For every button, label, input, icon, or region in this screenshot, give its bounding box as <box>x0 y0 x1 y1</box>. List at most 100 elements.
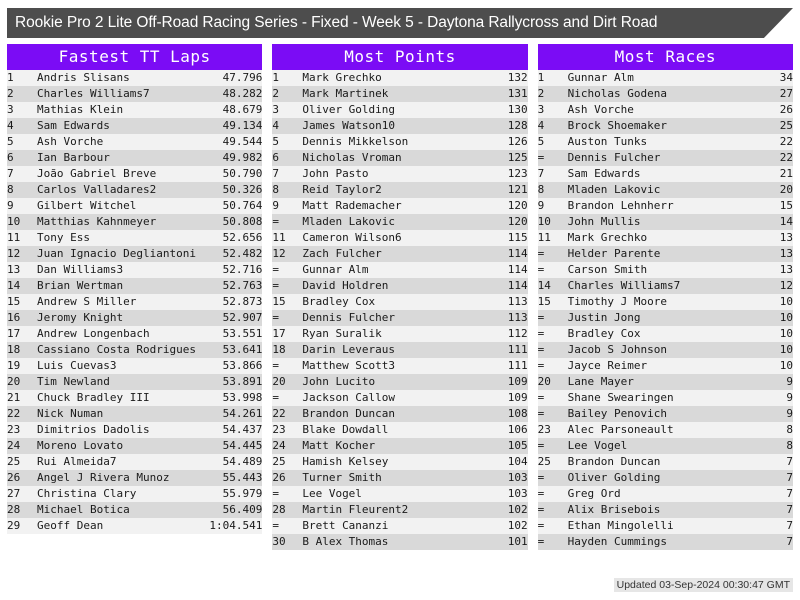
row-position: = <box>537 391 545 404</box>
row-position: 24 <box>272 439 286 452</box>
row-driver-name: Christina Clary <box>37 487 137 500</box>
row-value: 121 <box>507 183 528 196</box>
row-position: 25 <box>272 455 286 468</box>
row-value: 131 <box>507 87 528 100</box>
row-driver-name: Cameron Wilson6 <box>302 231 402 244</box>
row-position: 25 <box>7 455 21 468</box>
table-row: 22 Brandon Duncan 108 <box>272 406 528 422</box>
row-value: 106 <box>507 423 528 436</box>
table-row: 2 Charles Williams7 48.282 <box>7 86 263 102</box>
table-row: 27 Christina Clary 55.979 <box>7 486 263 502</box>
row-position: = <box>272 263 279 276</box>
row-value: 14 <box>779 215 793 228</box>
row-value: 126 <box>507 135 528 148</box>
row-position: 7 <box>537 167 545 180</box>
row-value: 10 <box>779 343 793 356</box>
row-driver-name: Ryan Suralik <box>302 327 382 340</box>
row-position: 2 <box>537 87 545 100</box>
table-row: = Bradley Cox 10 <box>537 326 793 342</box>
row-driver-name: Brandon Duncan <box>302 407 396 420</box>
row-position: 4 <box>7 119 14 132</box>
table-body: 1 Gunnar Alm 34 2 Nicholas Godena 27 3 Ash Vorc… <box>537 70 793 550</box>
row-position: 23 <box>272 423 286 436</box>
row-position: 28 <box>7 503 21 516</box>
table-row: 25 Brandon Duncan 7 <box>537 454 793 470</box>
row-value: 109 <box>507 375 528 388</box>
row-value: 50.790 <box>222 167 263 180</box>
table-row: = Jackson Callow 109 <box>272 390 528 406</box>
row-position: = <box>537 247 545 260</box>
table-row: = Dennis Fulcher 113 <box>272 310 528 326</box>
row-driver-name: Jackson Callow <box>302 391 396 404</box>
table-row: 3 Ash Vorche 26 <box>537 102 793 118</box>
row-driver-name: John Pasto <box>302 167 369 180</box>
row-value: 52.716 <box>222 263 263 276</box>
row-position: = <box>537 327 545 340</box>
row-driver-name: Matt Rademacher <box>302 199 402 212</box>
row-value: 12 <box>779 279 793 292</box>
row-driver-name: Brock Shoemaker <box>567 119 667 132</box>
table-row: 25 Rui Almeida7 54.489 <box>7 454 263 470</box>
row-driver-name: Bradley Cox <box>567 327 641 340</box>
row-position: = <box>537 343 545 356</box>
row-value: 105 <box>507 439 528 452</box>
table-row: 15 Andrew S Miller 52.873 <box>7 294 263 310</box>
table-row: 28 Martin Fleurent2 102 <box>272 502 528 518</box>
row-value: 115 <box>507 231 528 244</box>
row-driver-name: Mark Grechko <box>567 231 648 244</box>
row-driver-name: Tony Ess <box>37 231 90 244</box>
table-row: 4 James Watson10 128 <box>272 118 528 134</box>
row-position: 18 <box>272 343 286 356</box>
table-row: = Carson Smith 13 <box>537 262 793 278</box>
table-fastest-tt-laps: 1 Andris Slisans 47.796 2 Charles Williams7 4… <box>7 70 263 534</box>
row-value: 48.679 <box>222 103 263 116</box>
row-value: 9 <box>786 391 793 404</box>
row-driver-name: Michael Botica <box>37 503 130 516</box>
table-row: 28 Michael Botica 56.409 <box>7 502 263 518</box>
table-row: = Jacob S Johnson 10 <box>537 342 793 358</box>
row-value: 47.796 <box>222 71 263 84</box>
row-value: 7 <box>786 455 793 468</box>
row-driver-name: João Gabriel Breve <box>37 167 157 180</box>
row-position: = <box>272 215 279 228</box>
table-row: 15 Timothy J Moore 10 <box>537 294 793 310</box>
row-value: 49.134 <box>222 119 263 132</box>
table-row: 3 Oliver Golding 130 <box>272 102 528 118</box>
row-driver-name: Mladen Lakovic <box>567 183 661 196</box>
row-position: = <box>272 311 279 324</box>
row-position: 14 <box>7 279 21 292</box>
table-row: 12 Zach Fulcher 114 <box>272 246 528 262</box>
row-position: 4 <box>272 119 279 132</box>
table-row: 1 Mark Grechko 132 <box>272 70 528 86</box>
row-driver-name: Cassiano Costa Rodrigues <box>37 343 196 356</box>
title-banner: Rookie Pro 2 Lite Off-Road Racing Series… <box>7 8 793 38</box>
row-driver-name: John Lucito <box>302 375 376 388</box>
row-value: 26 <box>779 103 793 116</box>
table-row: 6 Ian Barbour 49.982 <box>7 150 263 166</box>
table-row: = Bailey Penovich 9 <box>537 406 793 422</box>
row-position: 17 <box>7 327 21 340</box>
row-position: 22 <box>272 407 286 420</box>
row-driver-name: Sam Edwards <box>37 119 110 132</box>
table-row: 12 Juan Ignacio Degliantoni 52.482 <box>7 246 263 262</box>
row-value: 50.808 <box>222 215 263 228</box>
row-driver-name: Charles Williams7 <box>567 279 681 292</box>
row-position: 4 <box>537 119 545 132</box>
table-row: 7 Sam Edwards 21 <box>537 166 793 182</box>
row-value: 53.551 <box>222 327 263 340</box>
table-row: 3 Mathias Klein 48.679 <box>7 102 263 118</box>
row-position: 9 <box>7 199 14 212</box>
table-row: 20 Tim Newland 53.891 <box>7 374 263 390</box>
table-row: 5 Dennis Mikkelson 126 <box>272 134 528 150</box>
row-position: 10 <box>7 215 21 228</box>
table-row: = Alix Brisebois 7 <box>537 502 793 518</box>
row-value: 130 <box>507 103 528 116</box>
row-driver-name: Zach Fulcher <box>302 247 382 260</box>
row-position: 20 <box>272 375 286 388</box>
row-driver-name: Moreno Lovato <box>37 439 124 452</box>
table-row: 23 Dimitrios Dadolis 54.437 <box>7 422 263 438</box>
row-value: 114 <box>507 263 528 276</box>
row-driver-name: Hamish Kelsey <box>302 455 389 468</box>
row-position: 5 <box>7 135 14 148</box>
row-driver-name: Geoff Dean <box>37 519 104 532</box>
